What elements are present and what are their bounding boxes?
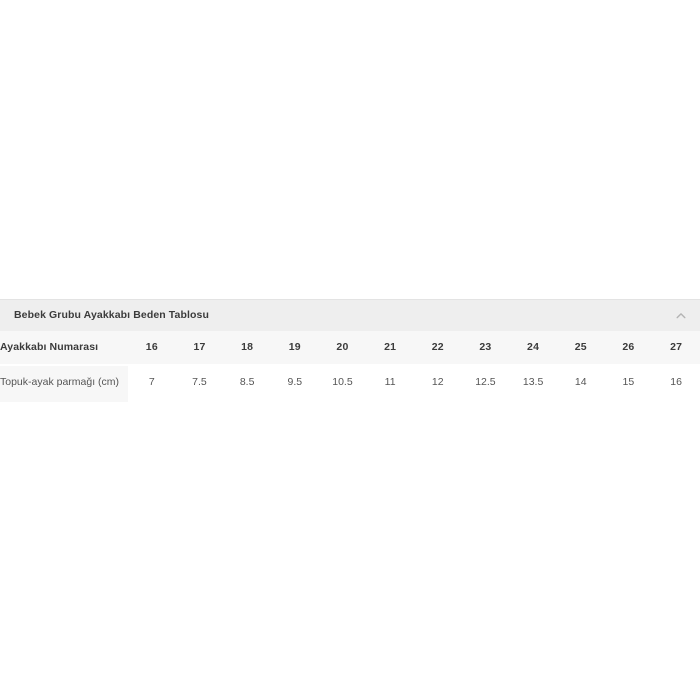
- row-header-shoe-number: Ayakkabı Numarası: [0, 331, 128, 367]
- measure-cell: 16: [652, 365, 700, 403]
- size-cell: 23: [461, 331, 510, 367]
- measure-cell: 10.5: [318, 365, 367, 403]
- size-cell: 18: [223, 331, 271, 367]
- row-header-heel-toe-length: Topuk-ayak parmağı (cm): [0, 365, 128, 403]
- measure-cell: 15: [604, 365, 653, 403]
- size-cell: 25: [556, 331, 605, 367]
- size-cell: 16: [128, 331, 176, 367]
- table-row-sizes: Ayakkabı Numarası 16 17 18 19 20 21 22 2…: [0, 331, 700, 367]
- size-cell: 22: [413, 331, 462, 367]
- measure-cell: 8.5: [223, 365, 271, 403]
- size-cell: 24: [509, 331, 557, 367]
- size-cell: 21: [366, 331, 414, 367]
- size-chart-table: Ayakkabı Numarası 16 17 18 19 20 21 22 2…: [0, 331, 700, 403]
- size-cell: 17: [175, 331, 224, 367]
- measure-cell: 9.5: [270, 365, 319, 403]
- size-chart-panel: Bebek Grubu Ayakkabı Beden Tablosu Ayakk…: [0, 299, 700, 403]
- measure-cell: 12.5: [461, 365, 510, 403]
- measure-cell: 7: [128, 365, 176, 403]
- measure-cell: 11: [366, 365, 414, 403]
- chevron-up-icon[interactable]: [674, 309, 688, 323]
- size-cell: 19: [270, 331, 319, 367]
- size-cell: 27: [652, 331, 700, 367]
- measure-cell: 12: [413, 365, 462, 403]
- measure-cell: 14: [556, 365, 605, 403]
- measure-cell: 13.5: [509, 365, 557, 403]
- measure-cell: 7.5: [175, 365, 224, 403]
- size-chart-header-toggle[interactable]: Bebek Grubu Ayakkabı Beden Tablosu: [0, 300, 700, 331]
- table-row-measure: Topuk-ayak parmağı (cm) 7 7.5 8.5 9.5 10…: [0, 365, 700, 403]
- size-cell: 26: [604, 331, 653, 367]
- size-cell: 20: [318, 331, 367, 367]
- size-chart-title: Bebek Grubu Ayakkabı Beden Tablosu: [14, 309, 209, 322]
